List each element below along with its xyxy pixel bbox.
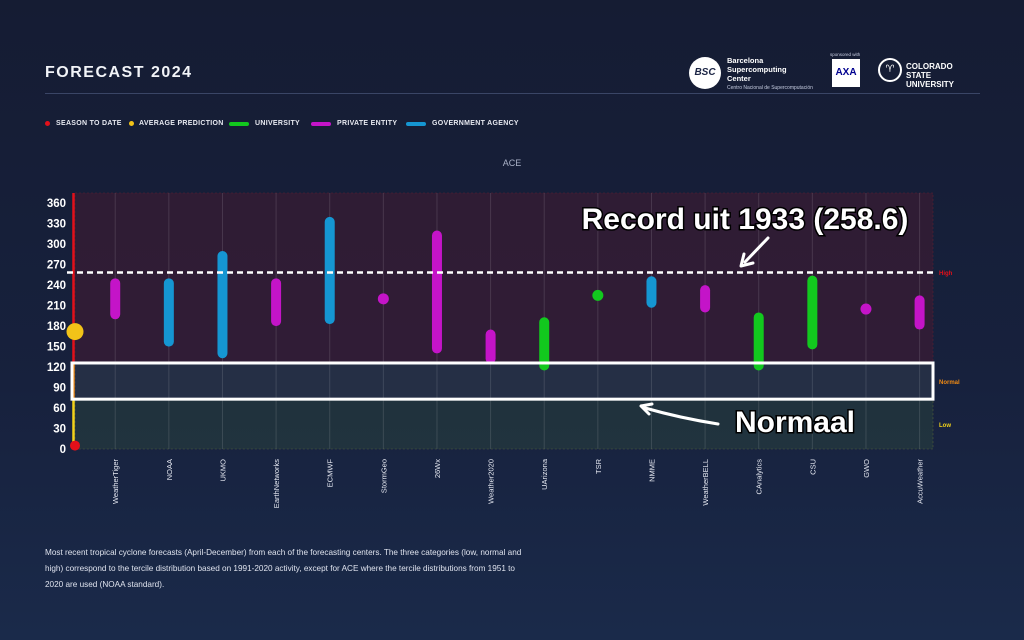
forecast-bar-noaa xyxy=(163,278,174,347)
x-tick-label: UArizona xyxy=(540,458,549,490)
bsc-logo: BSC Barcelona Supercomputing Center Cent… xyxy=(689,55,819,92)
legend-label: AVERAGE PREDICTION xyxy=(139,120,224,127)
average-prediction-point xyxy=(66,323,84,341)
chart-caption: Most recent tropical cyclone forecasts (… xyxy=(45,548,522,589)
legend-dot-average xyxy=(129,121,134,126)
y-tick-label: 270 xyxy=(47,260,66,272)
csu-logo-text: COLORADO STATE UNIVERSITY xyxy=(906,62,978,89)
x-tick-label: StormGeo xyxy=(379,459,388,493)
csu-logo: ♈ COLORADO STATE UNIVERSITY xyxy=(878,58,978,89)
record-annotation-label: Record uit 1933 (258.6) xyxy=(582,203,909,236)
legend-bar-government xyxy=(406,122,426,126)
normal-annotation-label: Normaal xyxy=(735,406,855,439)
normal-arrow-shaft xyxy=(643,406,720,426)
band-label-high: High xyxy=(939,271,953,277)
y-tick-label: 0 xyxy=(60,444,66,456)
record-arrow-head xyxy=(739,252,755,268)
legend-label: UNIVERSITY xyxy=(255,120,301,127)
normal-range-box xyxy=(70,361,935,401)
forecast-bar-26wx xyxy=(431,230,442,354)
band-label-normal: Normal xyxy=(939,380,960,386)
forecast-point-gwo xyxy=(860,303,872,315)
forecast-bar-canalytics xyxy=(753,312,764,371)
band-low xyxy=(74,398,934,450)
x-tick-label: AccuWeather xyxy=(916,459,925,504)
ace-chart: ACE High Normal Low 0 30 60 90 120 150 180 210 240… xyxy=(47,158,961,509)
forecast-bars xyxy=(66,216,925,451)
forecast-bar-weather2020 xyxy=(485,329,496,364)
ram-icon: ♈ xyxy=(878,58,902,82)
x-tick-label: NOAA xyxy=(165,459,174,480)
x-tick-label: CSU xyxy=(808,459,817,475)
header-divider xyxy=(45,93,980,94)
forecast-point-tsr xyxy=(592,289,604,301)
band-normal xyxy=(74,362,934,400)
category-bands: High Normal Low xyxy=(72,192,960,450)
y-tick-label: 90 xyxy=(53,383,66,395)
forecast-bar-earthnetworks xyxy=(271,278,282,327)
page-title: FORECAST 2024 xyxy=(45,64,193,81)
y-tick-label: 210 xyxy=(47,301,66,313)
x-axis-labels: WeatherTiger NOAA UKMO EarthNetworks ECMWF St… xyxy=(111,458,924,508)
forecast-bar-ecmwf xyxy=(324,216,335,325)
forecast-bar-accuweather xyxy=(914,295,925,330)
season-to-date-point xyxy=(70,440,80,451)
y-tick-label: 150 xyxy=(47,342,66,354)
x-tick-label: WeatherTiger xyxy=(111,459,120,505)
axa-logo: sponsored with AXA xyxy=(830,52,864,92)
normal-arrow-head xyxy=(639,402,654,416)
y-tick-label: 60 xyxy=(53,403,66,415)
x-tick-label: EarthNetworks xyxy=(272,459,281,508)
y-tick-label: 300 xyxy=(47,239,66,251)
x-tick-label: UKMO xyxy=(218,459,227,482)
bsc-line-2: Supercomputing xyxy=(727,65,787,74)
x-tick-label: TSR xyxy=(594,458,603,474)
bsc-logo-text: Barcelona Supercomputing Center Centro N… xyxy=(727,57,813,92)
legend-label: SEASON TO DATE xyxy=(56,120,122,127)
forecast-bar-weathertiger xyxy=(110,278,121,320)
x-tick-label: WeatherBELL xyxy=(701,459,710,506)
y-tick-label: 360 xyxy=(47,198,66,210)
csu-line-1: COLORADO STATE xyxy=(906,62,953,80)
forecast-bar-ukmo xyxy=(217,251,228,359)
bsc-subtitle: Centro Nacional de Supercomputación xyxy=(727,85,813,91)
annotations: Record uit 1933 (258.6) Normaal xyxy=(67,202,935,441)
x-tick-label: 26Wx xyxy=(433,459,442,478)
y-axis: 0 30 60 90 120 150 180 210 240 270 300 330 360 xyxy=(47,198,66,456)
y-tick-label: 240 xyxy=(47,280,66,292)
legend-label: PRIVATE ENTITY xyxy=(337,120,398,127)
legend-label: GOVERNMENT AGENCY xyxy=(432,120,519,127)
legend-bar-university xyxy=(229,122,249,126)
csu-line-2: UNIVERSITY xyxy=(906,80,955,89)
forecast-bar-nmme xyxy=(646,276,657,308)
forecast-bar-weatherbell xyxy=(700,285,711,313)
axa-mark: AXA xyxy=(832,59,860,87)
forecast-bar-uarizona xyxy=(539,317,550,371)
x-tick-label: NMME xyxy=(647,459,656,482)
record-arrow-shaft xyxy=(743,236,770,264)
legend-bar-private xyxy=(311,122,331,126)
axa-caption: sponsored with xyxy=(830,52,861,57)
chart-title: ACE xyxy=(503,158,522,168)
y-tick-label: 330 xyxy=(47,219,66,231)
bsc-mark: BSC xyxy=(689,57,721,89)
y-tick-label: 180 xyxy=(47,321,66,333)
y-tick-label: 30 xyxy=(53,424,66,436)
x-tick-label: ECMWF xyxy=(326,459,335,488)
bsc-line-1: Barcelona xyxy=(727,56,764,65)
bsc-line-3: Center xyxy=(727,74,751,83)
forecast-point-stormgeo xyxy=(377,293,389,305)
x-tick-label: CAnalytics xyxy=(755,459,764,495)
x-tick-label: Weather2020 xyxy=(487,459,496,504)
legend-dot-season xyxy=(45,121,50,126)
forecast-bar-csu xyxy=(807,275,818,350)
y-tick-label: 120 xyxy=(47,362,66,374)
x-tick-label: GWO xyxy=(862,459,871,478)
band-label-low: Low xyxy=(939,423,951,429)
